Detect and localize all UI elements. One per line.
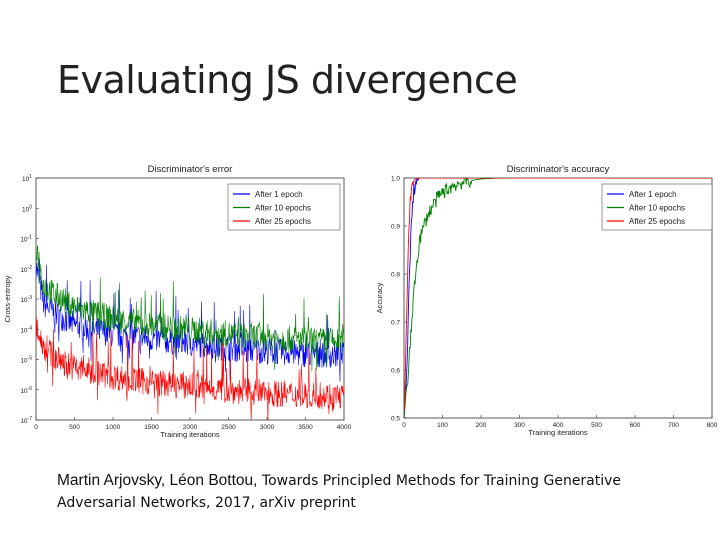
- series-line-3: [36, 316, 344, 420]
- x-tick-label: 1000: [106, 424, 121, 431]
- series-line-2: [36, 245, 344, 372]
- x-tick-label: 2500: [221, 424, 236, 431]
- y-tick-label: 1.0: [391, 176, 400, 183]
- citation-authors: Martin Arjovsky, Léon Bottou,: [57, 472, 258, 489]
- y-tick-label: 10-1: [20, 235, 32, 244]
- series-line-2: [404, 178, 712, 418]
- x-tick-label: 100: [437, 422, 448, 429]
- discriminator-accuracy-chart: Discriminator's accuracy 0 100 200 300 400 500…: [375, 164, 718, 437]
- x-tick-label: 600: [630, 422, 641, 429]
- y-tick-label: 10-7: [20, 416, 32, 425]
- y-axis-label: Cross-entropy: [3, 275, 12, 322]
- legend: After 1 epoch After 10 epochs After 25 epo…: [601, 183, 713, 231]
- y-tick-label: 0.7: [391, 320, 400, 327]
- y-tick-label: 10-2: [20, 265, 32, 274]
- legend: After 1 epoch After 10 epochs After 25 epo…: [227, 183, 341, 231]
- citation-title-line2: Adversarial Networks, 2017, arXiv prepri…: [57, 495, 356, 511]
- x-tick-label: 500: [69, 424, 80, 431]
- y-tick-label: 10-6: [20, 386, 32, 395]
- y-tick-label: 0.8: [391, 272, 400, 279]
- y-tick-label: 10-5: [20, 356, 32, 365]
- chart-title: Discriminator's accuracy: [507, 164, 610, 175]
- x-tick-label: 500: [591, 422, 602, 429]
- x-axis-label: Training iterations: [528, 428, 588, 437]
- legend-label: After 10 epochs: [629, 204, 685, 213]
- x-tick-label: 0: [34, 424, 38, 431]
- slide-title: Evaluating JS divergence: [57, 58, 518, 102]
- x-tick-label: 4000: [337, 424, 352, 431]
- y-tick-label: 0.5: [391, 416, 400, 423]
- x-tick-label: 400: [553, 422, 564, 429]
- legend-label: After 25 epochs: [255, 217, 311, 226]
- y-tick-label: 0.9: [391, 224, 400, 231]
- x-tick-label: 200: [476, 422, 487, 429]
- legend-label: After 1 epoch: [629, 190, 677, 199]
- x-tick-label: 3000: [260, 424, 275, 431]
- y-tick-label: 10-3: [20, 295, 32, 304]
- x-tick-label: 300: [514, 422, 525, 429]
- y-tick-label: 100: [22, 204, 32, 213]
- x-tick-label: 1500: [144, 424, 159, 431]
- y-tick-label: 0.6: [391, 368, 400, 375]
- legend-label: After 10 epochs: [255, 204, 311, 213]
- chart-title: Discriminator's error: [148, 164, 233, 175]
- citation: Martin Arjovsky, Léon Bottou, Towards Pr…: [57, 470, 707, 514]
- x-tick-label: 3500: [298, 424, 313, 431]
- discriminator-error-chart: Discriminator's error 0 500 1000 1500 2000 250…: [3, 164, 352, 439]
- x-tick-label: 2000: [183, 424, 198, 431]
- x-tick-label: 800: [707, 422, 718, 429]
- y-axis-label: Accuracy: [375, 282, 384, 313]
- legend-label: After 1 epoch: [255, 190, 303, 199]
- x-tick-label: 700: [668, 422, 679, 429]
- x-axis-label: Training iterations: [160, 430, 220, 439]
- y-tick-label: 10-4: [20, 325, 32, 334]
- legend-label: After 25 epochs: [629, 217, 685, 226]
- citation-title-line1: Towards Principled Methods for Training …: [257, 473, 622, 489]
- y-tick-label: 101: [22, 174, 32, 183]
- x-tick-label: 0: [402, 422, 406, 429]
